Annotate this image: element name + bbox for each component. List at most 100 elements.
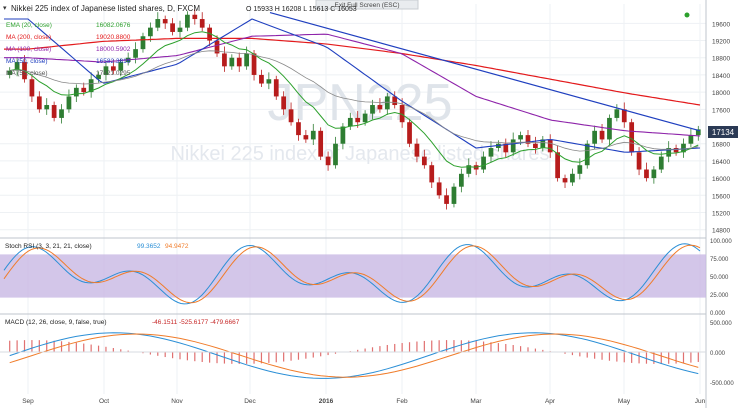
price-tick-label: 18000 [712,90,730,97]
price-tick-label: 15600 [712,193,730,200]
candle-body [325,156,331,166]
macd-histogram-bar [697,352,699,362]
macd-histogram-bar [586,352,588,358]
macd-histogram-bar [260,352,263,364]
candle-body [96,74,101,80]
candle-body [333,143,338,166]
candle-body [73,87,79,97]
collapse-icon[interactable]: ▾ [3,5,7,12]
candle-body [436,182,442,196]
macd-histogram-bar [453,340,455,352]
moving-average-lines [4,12,701,168]
price-tick-label: 14800 [712,228,730,235]
time-tick-label: Apr [545,398,556,405]
stoch-axis: 100.000 75.000 50.000 25.000 0.000 [710,239,732,317]
candle-body [666,148,672,157]
candle-body [518,135,523,140]
indicator-value: 19020.8800 [96,34,131,41]
indicator-value: 18000.5902 [96,46,131,53]
macd-histogram-bar [157,352,159,356]
exit-fullscreen-button[interactable] [315,0,419,10]
macd-histogram-bar [579,352,581,357]
macd-histogram [9,340,699,364]
price-tick-label: 18800 [712,56,730,63]
candle-body [555,152,560,179]
candle-body [310,130,316,140]
candle-body [444,195,449,204]
candle-body [347,117,353,127]
candle-body [207,27,212,41]
stoch-d-value: 94.9472 [165,243,189,250]
indicator-label: MA (50, close) [6,58,48,65]
macd-histogram-bar [290,352,292,361]
indicator-label: MA (200, close) [6,34,51,41]
time-tick-label: Nov [171,398,183,405]
candle-body [133,49,138,58]
macd-histogram-bar [564,352,566,354]
macd-histogram-bar [142,352,144,354]
macd-label: MACD (12, 26, close, 9, false, true) [5,319,107,326]
macd-histogram-bar [616,352,618,362]
price-tick-label: 16400 [712,159,730,166]
macd-histogram-bar [31,340,33,352]
candle-body [214,40,220,54]
candle-body [384,96,390,110]
macd-histogram-bar [675,352,677,364]
macd-histogram-bar [364,348,366,352]
macd-histogram-bar [519,346,522,352]
indicator-label: MA (100, close) [6,46,51,53]
candle-body [59,109,64,118]
macd-histogram-bar [631,352,633,363]
candle-body [407,122,412,144]
macd-histogram-bar [653,352,655,364]
macd-histogram-bar [379,346,381,352]
macd-histogram-bar [542,349,544,352]
indicator-label: MA (55, close) [6,70,48,77]
candle-body [340,126,346,144]
candle-body [66,96,72,110]
price-panel: JPN225 Nikkei 225 index of Japanese list… [0,4,706,394]
stoch-tick-label: 0.000 [710,311,726,317]
candle-body [599,130,605,140]
macd-histogram-bar [423,340,425,352]
watermark-name: Nikkei 225 index of Japanese listed shar… [170,143,549,165]
candle-body [421,156,427,166]
stoch-rsi-label: Stoch RSI (3, 3, 21, 21, close) [5,243,92,250]
candle-body [355,117,361,123]
macd-histogram-bar [357,349,359,352]
price-tick-label: 15200 [712,211,730,218]
candle-body [466,165,472,174]
candle-body [259,74,264,84]
macd-histogram-bar [149,352,151,355]
macd-histogram-bar [283,352,285,362]
price-tick-label: 16800 [712,142,730,149]
candle-body [673,148,679,153]
candle-body [222,53,227,67]
macd-histogram-bar [9,340,11,352]
macd-histogram-bar [371,347,374,352]
last-price-value: 17134 [712,128,735,137]
macd-lines [9,332,699,379]
candle-body [525,135,531,144]
candle-body [429,165,435,183]
exit-fullscreen-label[interactable]: Exit Full Screen (ESC) [334,2,399,9]
candle-body [399,105,405,123]
candle-body [458,173,464,187]
candle-body [695,129,701,136]
macd-values: -46.1511 -525.6177 -479.6667 [152,319,240,326]
stoch-tick-label: 100.000 [710,239,732,245]
candle-body [273,79,279,97]
candle-series [7,9,701,210]
ema-20-line [9,31,699,168]
macd-histogram-bar [179,352,181,360]
macd-axis: 500.000 0.000 -500.000 [710,321,734,387]
candle-body [584,143,590,166]
candle-body [288,109,294,123]
candle-body [614,109,620,118]
macd-histogram-bar [53,340,55,352]
macd-histogram-bar [127,350,129,352]
macd-signal-line [9,333,699,378]
macd-histogram-bar [594,352,596,359]
macd-histogram-bar [638,352,640,364]
